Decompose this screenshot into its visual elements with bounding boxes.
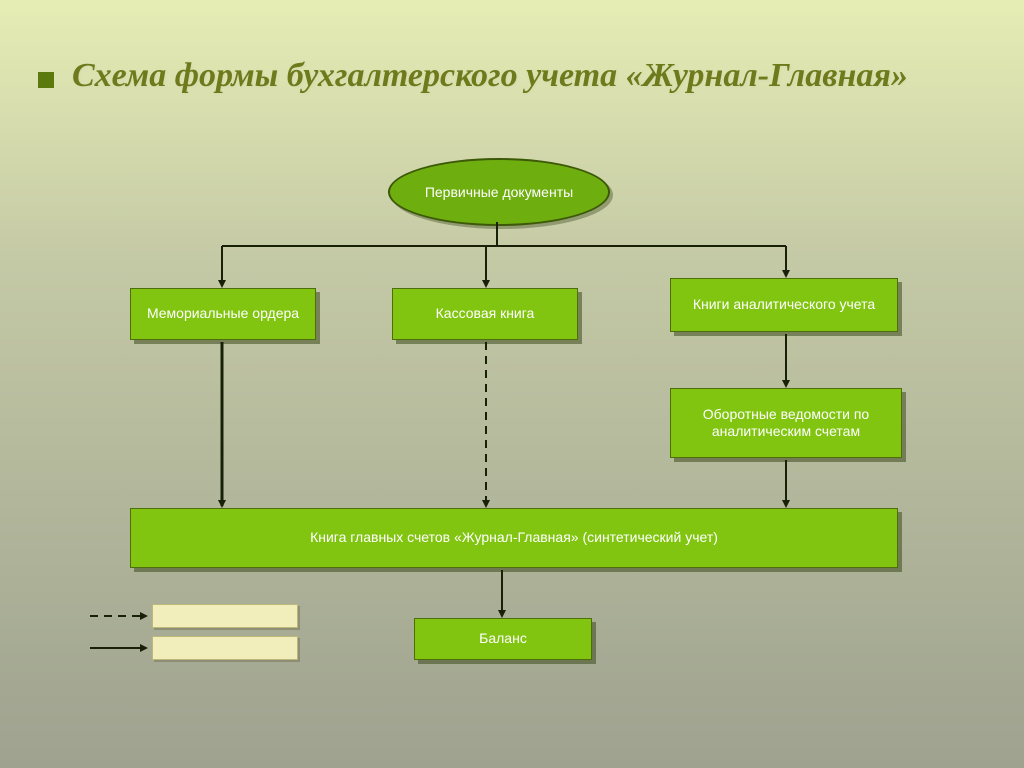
node-journal-main: Книга главных счетов «Журнал-Главная» (с… <box>130 508 898 568</box>
node-primary-label: Первичные документы <box>425 184 573 200</box>
node-analytic-label: Книги аналитического учета <box>693 296 875 314</box>
legend-solid-box: Текущие записи <box>152 636 298 660</box>
node-journal-label: Книга главных счетов «Журнал-Главная» (с… <box>310 529 718 547</box>
legend-solid-label: Текущие записи <box>180 641 269 655</box>
node-balance: Баланс <box>414 618 592 660</box>
slide-title: Схема формы бухгалтерского учета «Журнал… <box>72 56 952 97</box>
node-analytic-books: Книги аналитического учета <box>670 278 898 332</box>
node-memorial-orders: Мемориальные ордера <box>130 288 316 340</box>
title-bullet <box>38 72 54 88</box>
node-memo-label: Мемориальные ордера <box>147 305 299 323</box>
node-turnover-sheets: Оборотные ведомости по аналитическим сче… <box>670 388 902 458</box>
node-turnover-label: Оборотные ведомости по аналитическим сче… <box>679 406 893 441</box>
node-balance-label: Баланс <box>479 630 527 648</box>
legend-dashed-label: Сверка данных <box>182 609 267 623</box>
node-primary-documents: Первичные документы <box>388 158 610 226</box>
slide: Схема формы бухгалтерского учета «Журнал… <box>0 0 1024 768</box>
node-cash-book: Кассовая книга <box>392 288 578 340</box>
legend-dashed-box: Сверка данных <box>152 604 298 628</box>
node-cash-label: Кассовая книга <box>436 305 535 323</box>
